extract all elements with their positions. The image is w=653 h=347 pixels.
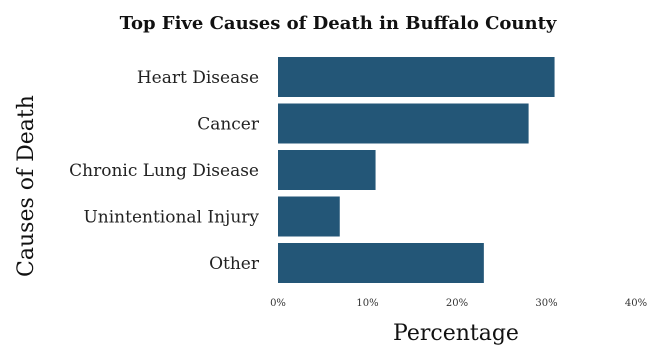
- x-tick-label: 20%: [446, 298, 468, 309]
- x-tick-label: 10%: [356, 298, 378, 309]
- category-labels: Heart Disease Cancer Chronic Lung Disease U…: [69, 68, 260, 274]
- bar-chronic-lung-disease: [278, 150, 376, 190]
- category-label: Other: [209, 254, 260, 274]
- x-tick-labels: 0% 10% 20% 30% 40%: [270, 298, 647, 309]
- x-tick-label: 40%: [625, 298, 647, 309]
- category-label: Heart Disease: [137, 68, 259, 88]
- x-tick-label: 30%: [535, 298, 557, 309]
- bar-cancer: [278, 103, 529, 144]
- bars-group: [278, 57, 555, 283]
- category-label: Chronic Lung Disease: [69, 161, 259, 181]
- chart-title: Top Five Causes of Death in Buffalo Coun…: [120, 13, 557, 34]
- bar-other: [278, 243, 484, 283]
- category-label: Cancer: [197, 115, 260, 135]
- x-axis-title: Percentage: [393, 321, 519, 346]
- bar-heart-disease: [278, 57, 555, 97]
- x-tick-label: 0%: [270, 298, 286, 309]
- y-axis-title: Causes of Death: [14, 95, 39, 277]
- bar-unintentional-injury: [278, 196, 340, 237]
- category-label: Unintentional Injury: [83, 208, 259, 228]
